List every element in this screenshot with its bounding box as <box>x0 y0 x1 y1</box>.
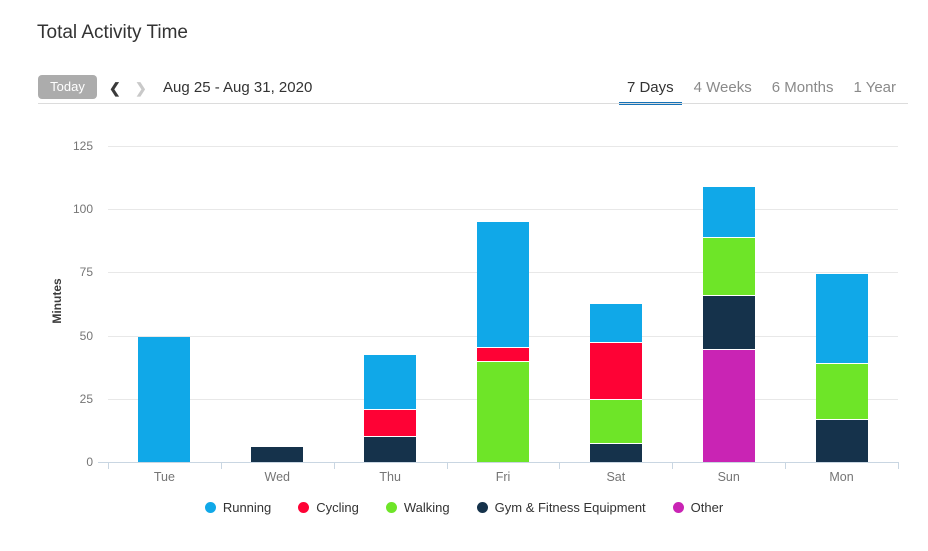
legend-dot-icon <box>672 502 684 513</box>
bar-segment-mon-running[interactable] <box>815 273 868 364</box>
x-tick-mark <box>333 462 335 469</box>
x-tick-mark <box>785 462 787 469</box>
x-axis-label-mon: Mon <box>829 470 854 484</box>
bar-segment-wed-gym-fitness-equipment[interactable] <box>251 447 304 462</box>
x-axis-line <box>98 462 898 463</box>
bar-wed <box>251 447 304 462</box>
y-tick-label-100: 100 <box>72 202 93 217</box>
y-axis-title: Minutes <box>50 278 64 324</box>
y-tick-label-125: 125 <box>72 139 93 153</box>
legend-dot-icon <box>385 502 397 513</box>
legend-dot-icon <box>298 502 310 513</box>
bar-segment-fri-walking[interactable] <box>477 362 529 462</box>
tab-7-days[interactable]: 7 Days <box>618 79 682 105</box>
x-tick-mark <box>108 462 109 469</box>
y-tick-label-0: 0 <box>86 455 93 469</box>
bar-segment-sat-running[interactable] <box>589 304 642 343</box>
tab-6-months[interactable]: 6 Months <box>771 79 834 96</box>
bar-mon <box>815 273 868 462</box>
bar-thu <box>364 355 417 462</box>
tab-1-year[interactable]: 1 Year <box>853 79 896 96</box>
bar-segment-sun-other[interactable] <box>702 350 755 462</box>
x-axis-label-sun: Sun <box>717 470 740 484</box>
legend-item-cycling: Cycling <box>298 500 359 515</box>
x-axis-label-fri: Fri <box>495 470 511 484</box>
bar-sun <box>702 186 755 462</box>
legend-item-gym-fitness-equipment: Gym & Fitness Equipment <box>476 500 646 515</box>
legend-dot-icon <box>204 502 216 513</box>
x-tick-mark <box>559 462 561 469</box>
page-title: Total Activity Time <box>37 22 188 43</box>
bar-segment-fri-running[interactable] <box>477 222 529 348</box>
bar-segment-sun-gym-fitness-equipment[interactable] <box>702 296 755 350</box>
chevron-left-icon[interactable]: ❮ <box>109 80 121 96</box>
x-axis-label-wed: Wed <box>264 470 291 484</box>
legend-label: Other <box>690 500 724 515</box>
bar-tue <box>138 337 191 462</box>
gridline-125 <box>108 146 898 147</box>
bar-segment-sun-walking[interactable] <box>702 238 755 296</box>
bar-segment-thu-gym-fitness-equipment[interactable] <box>364 437 417 462</box>
bar-segment-sat-walking[interactable] <box>589 400 642 444</box>
x-tick-mark <box>898 462 899 469</box>
x-tick-mark <box>446 462 448 469</box>
legend-item-running: Running <box>204 500 272 515</box>
today-button[interactable]: Today <box>38 75 97 99</box>
bar-segment-sat-cycling[interactable] <box>589 343 642 400</box>
tab-4-weeks[interactable]: 4 Weeks <box>693 79 752 96</box>
header-divider <box>38 103 908 104</box>
bar-segment-mon-gym-fitness-equipment[interactable] <box>815 420 868 462</box>
x-tick-mark <box>220 462 222 469</box>
legend-label: Gym & Fitness Equipment <box>494 500 646 515</box>
legend-label: Walking <box>403 500 450 515</box>
legend-label: Cycling <box>316 500 359 515</box>
bar-segment-sat-gym-fitness-equipment[interactable] <box>589 444 642 462</box>
legend-item-walking: Walking <box>385 500 450 515</box>
y-tick-label-75: 75 <box>79 265 93 280</box>
y-tick-label-25: 25 <box>79 391 93 406</box>
bar-segment-fri-cycling[interactable] <box>477 348 529 362</box>
legend-dot-icon <box>476 502 488 513</box>
chart-legend: Running Cycling Walking Gym & Fitness Equip… <box>0 500 928 515</box>
bar-sat <box>589 304 642 462</box>
bar-segment-sun-running[interactable] <box>702 187 755 238</box>
bar-segment-mon-walking[interactable] <box>815 363 868 421</box>
x-tick-mark <box>672 462 674 469</box>
chevron-right-icon[interactable]: ❯ <box>135 80 147 96</box>
x-axis-label-sat: Sat <box>606 470 626 484</box>
bar-segment-thu-cycling[interactable] <box>364 410 417 438</box>
bar-fri <box>477 222 529 462</box>
time-range-tabs: 7 Days 4 Weeks 6 Months 1 Year <box>618 79 896 105</box>
x-axis-label-thu: Thu <box>379 470 401 484</box>
legend-item-other: Other <box>672 500 724 515</box>
date-range-label: Aug 25 - Aug 31, 2020 <box>163 79 313 96</box>
legend-label: Running <box>222 500 272 515</box>
bar-segment-thu-running[interactable] <box>364 355 417 411</box>
bar-segment-tue-running[interactable] <box>138 337 191 462</box>
gridline-100 <box>108 209 898 211</box>
x-axis-label-tue: Tue <box>153 470 175 484</box>
y-tick-label-50: 50 <box>79 328 93 343</box>
